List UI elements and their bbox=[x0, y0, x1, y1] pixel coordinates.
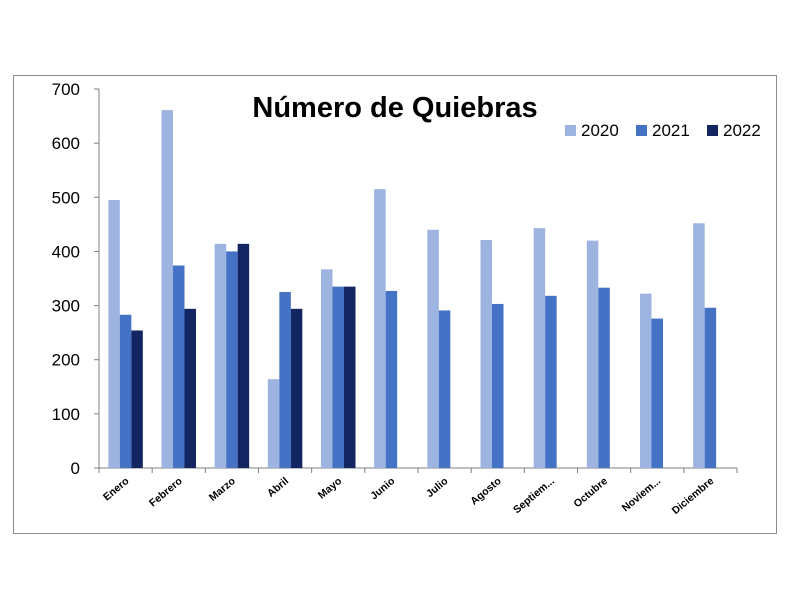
legend-label-2022: 2022 bbox=[723, 121, 761, 140]
bar-2022-4 bbox=[344, 286, 356, 468]
bar-2020-4 bbox=[321, 269, 333, 468]
x-tick-label: Febrero bbox=[147, 475, 185, 509]
y-tick-label: 0 bbox=[71, 459, 80, 478]
x-tick-label: Julio bbox=[424, 475, 450, 500]
bar-2021-7 bbox=[492, 303, 504, 468]
bar-2020-8 bbox=[533, 228, 546, 468]
legend-swatch-2021 bbox=[636, 125, 647, 136]
x-tick-label: Noviem... bbox=[620, 475, 664, 514]
y-tick-label: 700 bbox=[52, 80, 80, 99]
bar-2020-5 bbox=[374, 189, 386, 468]
legend: 2020 2021 2022 bbox=[565, 121, 761, 140]
bar-2021-6 bbox=[438, 310, 451, 468]
bars bbox=[108, 110, 717, 468]
bar-2022-0 bbox=[131, 330, 143, 468]
x-tick-label: Enero bbox=[101, 475, 132, 503]
bar-2021-10 bbox=[651, 318, 663, 468]
bar-2021-9 bbox=[598, 287, 610, 468]
y-tick-label: 300 bbox=[52, 297, 80, 316]
y-tick-label: 500 bbox=[52, 188, 80, 207]
bar-2020-1 bbox=[161, 110, 173, 468]
bar-2020-3 bbox=[267, 379, 280, 468]
y-tick-label: 600 bbox=[52, 134, 80, 153]
chart-title: Número de Quiebras bbox=[252, 92, 537, 124]
bar-2021-5 bbox=[385, 290, 398, 468]
bar-2021-8 bbox=[545, 295, 557, 468]
legend-label-2020: 2020 bbox=[581, 121, 619, 140]
bar-2020-10 bbox=[640, 293, 652, 468]
x-tick-label: Diciembre bbox=[670, 475, 717, 517]
bar-2021-3 bbox=[279, 292, 291, 468]
x-tick-label: Abril bbox=[265, 475, 291, 500]
legend-swatch-2020 bbox=[565, 125, 576, 136]
x-tick-label: Septiem... bbox=[511, 475, 557, 516]
x-axis: Enero Febrero Marzo Abril Mayo Junio Julio Agos… bbox=[98, 467, 738, 517]
y-tick-label: 400 bbox=[52, 242, 80, 261]
y-tick-label: 200 bbox=[52, 351, 80, 370]
legend-label-2021: 2021 bbox=[652, 121, 690, 140]
x-tick-label: Junio bbox=[368, 475, 397, 502]
bar-2021-11 bbox=[704, 307, 717, 468]
bar-2022-1 bbox=[184, 308, 196, 468]
bar-2020-0 bbox=[108, 199, 120, 468]
bar-2020-11 bbox=[693, 223, 705, 468]
bar-2022-2 bbox=[237, 243, 250, 468]
x-tick-label: Mayo bbox=[316, 475, 344, 501]
bar-2022-3 bbox=[290, 308, 303, 468]
bar-2021-1 bbox=[173, 265, 185, 468]
bar-2021-0 bbox=[119, 314, 132, 468]
y-axis: 0 100 200 300 400 500 600 700 bbox=[52, 80, 100, 478]
y-tick-label: 100 bbox=[52, 405, 80, 424]
bar-2020-7 bbox=[480, 240, 492, 468]
x-tick-label: Marzo bbox=[207, 475, 238, 504]
x-tick-label: Octubre bbox=[571, 475, 610, 510]
bar-2020-2 bbox=[214, 243, 227, 468]
legend-swatch-2022 bbox=[707, 125, 718, 136]
bar-2020-9 bbox=[586, 240, 599, 468]
bar-2021-2 bbox=[226, 251, 238, 468]
x-tick-label: Agosto bbox=[468, 475, 503, 507]
bar-2021-4 bbox=[332, 286, 344, 468]
bar-2020-6 bbox=[427, 229, 439, 468]
